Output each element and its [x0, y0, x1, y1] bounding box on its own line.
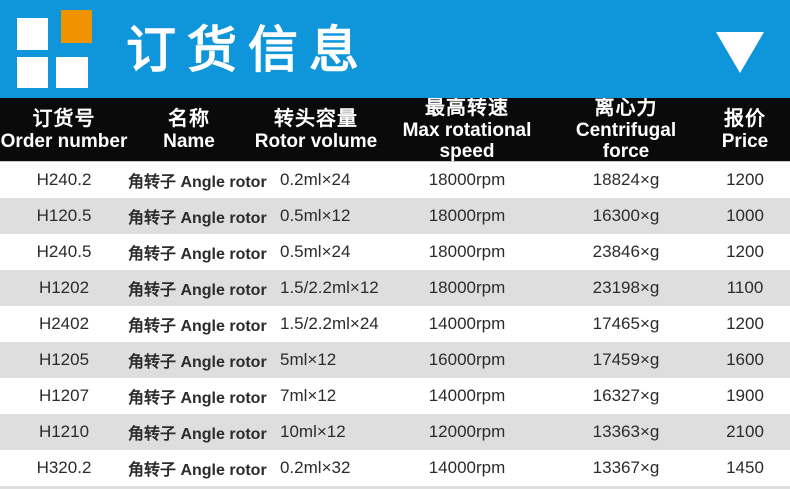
table-row: H120.5 角转子 Angle rotor 0.5ml×12 18000rpm…: [0, 198, 790, 234]
cell-name: 角转子 Angle rotor: [128, 462, 267, 479]
cell-centrifugal-force: 13363×g: [592, 422, 660, 441]
logo-square-orange: [61, 10, 92, 43]
page-title: 订货信息: [126, 22, 370, 78]
logo-grid-squares-icon: [0, 0, 110, 98]
cell-max-speed: 16000rpm: [428, 350, 506, 369]
table-row: H1205 角转子 Angle rotor 5ml×12 16000rpm 17…: [0, 342, 790, 378]
cell-rotor-volume: 0.2ml×32: [280, 458, 351, 477]
cell-name: 角转子 Angle rotor: [128, 246, 267, 263]
header-max-speed: 最高转速 Max rotational speed: [382, 97, 552, 162]
cell-name: 角转子 Angle rotor: [128, 210, 267, 227]
triangle-down-icon: [716, 32, 764, 73]
table-row: H240.5 角转子 Angle rotor 0.5ml×24 18000rpm…: [0, 234, 790, 270]
header-max-speed-zh: 最高转速: [425, 97, 509, 119]
cell-centrifugal-force: 18824×g: [592, 170, 660, 189]
cell-max-speed: 18000rpm: [428, 242, 506, 261]
cell-name: 角转子 Angle rotor: [128, 354, 267, 371]
table-row: H1202 角转子 Angle rotor 1.5/2.2ml×12 18000…: [0, 270, 790, 306]
cell-centrifugal-force: 16300×g: [592, 206, 660, 225]
next-row-sliver: [0, 486, 790, 489]
cell-price: 2100: [726, 422, 764, 441]
cell-order-number: H120.5: [36, 206, 92, 225]
cell-order-number: H240.2: [36, 170, 92, 189]
cell-max-speed: 18000rpm: [428, 278, 506, 297]
cell-max-speed: 14000rpm: [428, 386, 506, 405]
cell-rotor-volume: 0.5ml×12: [280, 206, 351, 225]
header-rotor-volume: 转头容量 Rotor volume: [250, 98, 382, 161]
header-name-zh: 名称: [168, 107, 210, 130]
cell-centrifugal-force: 23846×g: [592, 242, 660, 261]
cell-order-number: H2402: [38, 314, 90, 333]
banner: 订货信息: [0, 0, 790, 98]
logo-square-white-bottom-right: [56, 57, 88, 88]
cell-price: 1200: [726, 314, 764, 333]
cell-order-number: H1207: [38, 386, 90, 405]
cell-centrifugal-force: 23198×g: [592, 278, 660, 297]
cell-rotor-volume: 5ml×12: [280, 350, 337, 369]
cell-price: 1200: [726, 242, 764, 261]
cell-rotor-volume: 0.2ml×24: [280, 170, 351, 189]
header-centrifugal-force-en: Centrifugal force: [575, 120, 677, 162]
cell-centrifugal-force: 17459×g: [592, 350, 660, 369]
cell-rotor-volume: 0.5ml×24: [280, 242, 351, 261]
cell-price: 1900: [726, 386, 764, 405]
cell-rotor-volume: 1.5/2.2ml×12: [280, 278, 379, 297]
cell-name: 角转子 Angle rotor: [128, 282, 267, 299]
header-rotor-volume-zh: 转头容量: [274, 107, 358, 130]
cell-centrifugal-force: 13367×g: [592, 458, 660, 477]
cell-name: 角转子 Angle rotor: [128, 390, 267, 407]
cell-name: 角转子 Angle rotor: [128, 318, 267, 335]
header-price-zh: 报价: [724, 107, 766, 130]
cell-name: 角转子 Angle rotor: [128, 174, 267, 191]
cell-price: 1200: [726, 170, 764, 189]
cell-rotor-volume: 1.5/2.2ml×24: [280, 314, 379, 333]
cell-max-speed: 18000rpm: [428, 170, 506, 189]
table-row: H2402 角转子 Angle rotor 1.5/2.2ml×24 14000…: [0, 306, 790, 342]
header-order-number-en: Order number: [0, 130, 128, 152]
header-name: 名称 Name: [128, 98, 250, 161]
table-body: H240.2 角转子 Angle rotor 0.2ml×24 18000rpm…: [0, 162, 790, 489]
header-name-en: Name: [163, 130, 215, 152]
cell-max-speed: 12000rpm: [428, 422, 506, 441]
cell-price: 1100: [726, 278, 764, 297]
table-header-row: 订货号 Order number 名称 Name 转头容量 Rotor volu…: [0, 97, 790, 162]
cell-max-speed: 14000rpm: [428, 314, 506, 333]
header-price: 报价 Price: [700, 98, 790, 161]
header-price-en: Price: [721, 130, 769, 152]
cell-order-number: H240.5: [36, 242, 92, 261]
cell-price: 1000: [726, 206, 764, 225]
header-rotor-volume-en: Rotor volume: [254, 130, 378, 152]
cell-centrifugal-force: 17465×g: [592, 314, 660, 333]
cell-rotor-volume: 7ml×12: [280, 386, 337, 405]
table-row: H1210 角转子 Angle rotor 10ml×12 12000rpm 1…: [0, 414, 790, 450]
header-centrifugal-force-zh: 离心力: [594, 97, 658, 119]
table-row: H240.2 角转子 Angle rotor 0.2ml×24 18000rpm…: [0, 162, 790, 198]
header-order-number-zh: 订货号: [32, 107, 96, 130]
logo-square-white-top-left: [17, 18, 48, 50]
header-max-speed-en: Max rotational speed: [402, 120, 532, 162]
cell-order-number: H1205: [38, 350, 90, 369]
cell-name: 角转子 Angle rotor: [128, 426, 267, 443]
cell-max-speed: 18000rpm: [428, 206, 506, 225]
cell-centrifugal-force: 16327×g: [592, 386, 660, 405]
cell-price: 1600: [726, 350, 764, 369]
cell-order-number: H1202: [38, 278, 90, 297]
cell-price: 1450: [726, 458, 764, 477]
table-row: H1207 角转子 Angle rotor 7ml×12 14000rpm 16…: [0, 378, 790, 414]
cell-rotor-volume: 10ml×12: [280, 422, 346, 441]
cell-max-speed: 14000rpm: [428, 458, 506, 477]
logo-square-white-bottom-left: [17, 57, 48, 88]
cell-order-number: H1210: [38, 422, 90, 441]
table-row: H320.2 角转子 Angle rotor 0.2ml×32 14000rpm…: [0, 450, 790, 486]
header-centrifugal-force: 离心力 Centrifugal force: [552, 97, 700, 162]
header-order-number: 订货号 Order number: [0, 98, 128, 161]
cell-order-number: H320.2: [36, 458, 92, 477]
